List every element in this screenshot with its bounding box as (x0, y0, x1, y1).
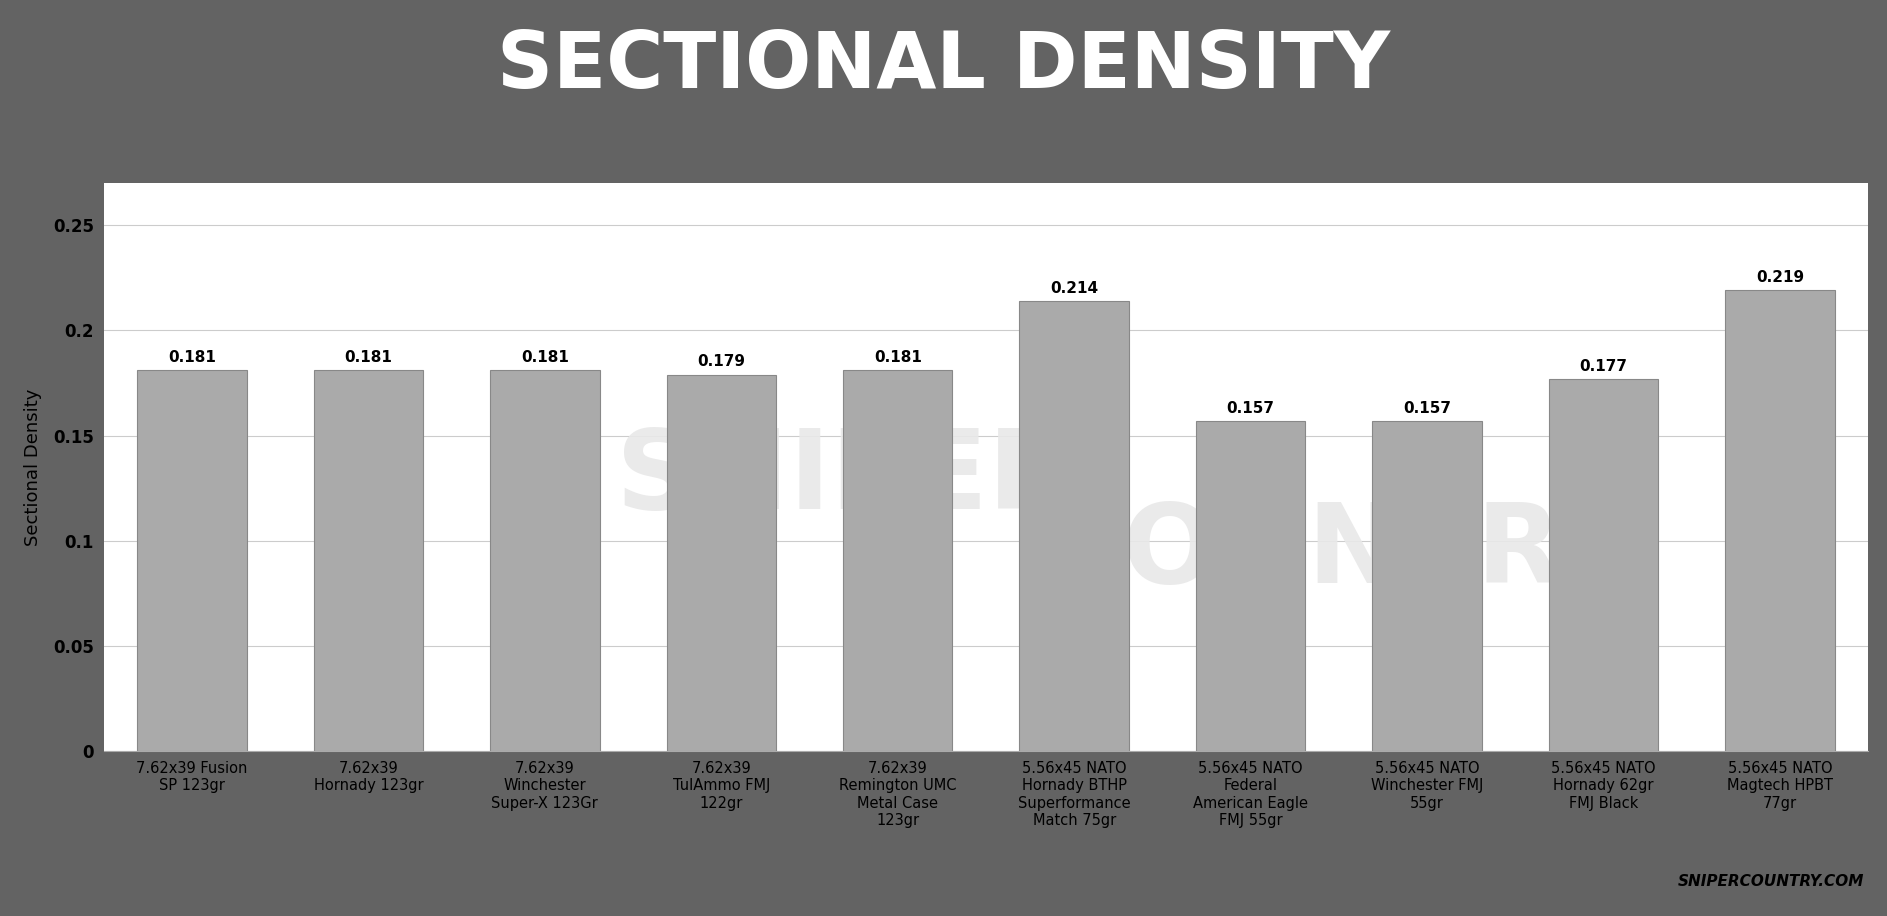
Text: 0.177: 0.177 (1579, 358, 1627, 374)
Bar (843, 370, 953, 751)
Text: 0.157: 0.157 (1227, 400, 1274, 416)
Bar (1372, 420, 1481, 751)
Bar (1019, 301, 1128, 751)
Text: COUNTRY: COUNTRY (1042, 499, 1636, 605)
Bar (1196, 420, 1306, 751)
Text: 0.181: 0.181 (874, 350, 921, 365)
Text: 0.214: 0.214 (1049, 280, 1098, 296)
Bar (313, 370, 423, 751)
Bar (1725, 290, 1834, 751)
Text: 0.219: 0.219 (1755, 270, 1804, 285)
Text: 0.181: 0.181 (168, 350, 215, 365)
Bar (138, 370, 247, 751)
Y-axis label: Sectional Density: Sectional Density (25, 388, 42, 546)
Text: 0.181: 0.181 (345, 350, 392, 365)
Text: SNIPERCOUNTRY.COM: SNIPERCOUNTRY.COM (1678, 874, 1864, 889)
Text: SECTIONAL DENSITY: SECTIONAL DENSITY (496, 28, 1391, 104)
Text: 0.179: 0.179 (698, 354, 745, 369)
Bar (666, 375, 776, 751)
Text: 0.157: 0.157 (1404, 400, 1451, 416)
Bar (491, 370, 600, 751)
Text: SNIPER: SNIPER (615, 425, 1074, 532)
Bar (1549, 379, 1659, 751)
Text: 0.181: 0.181 (521, 350, 568, 365)
